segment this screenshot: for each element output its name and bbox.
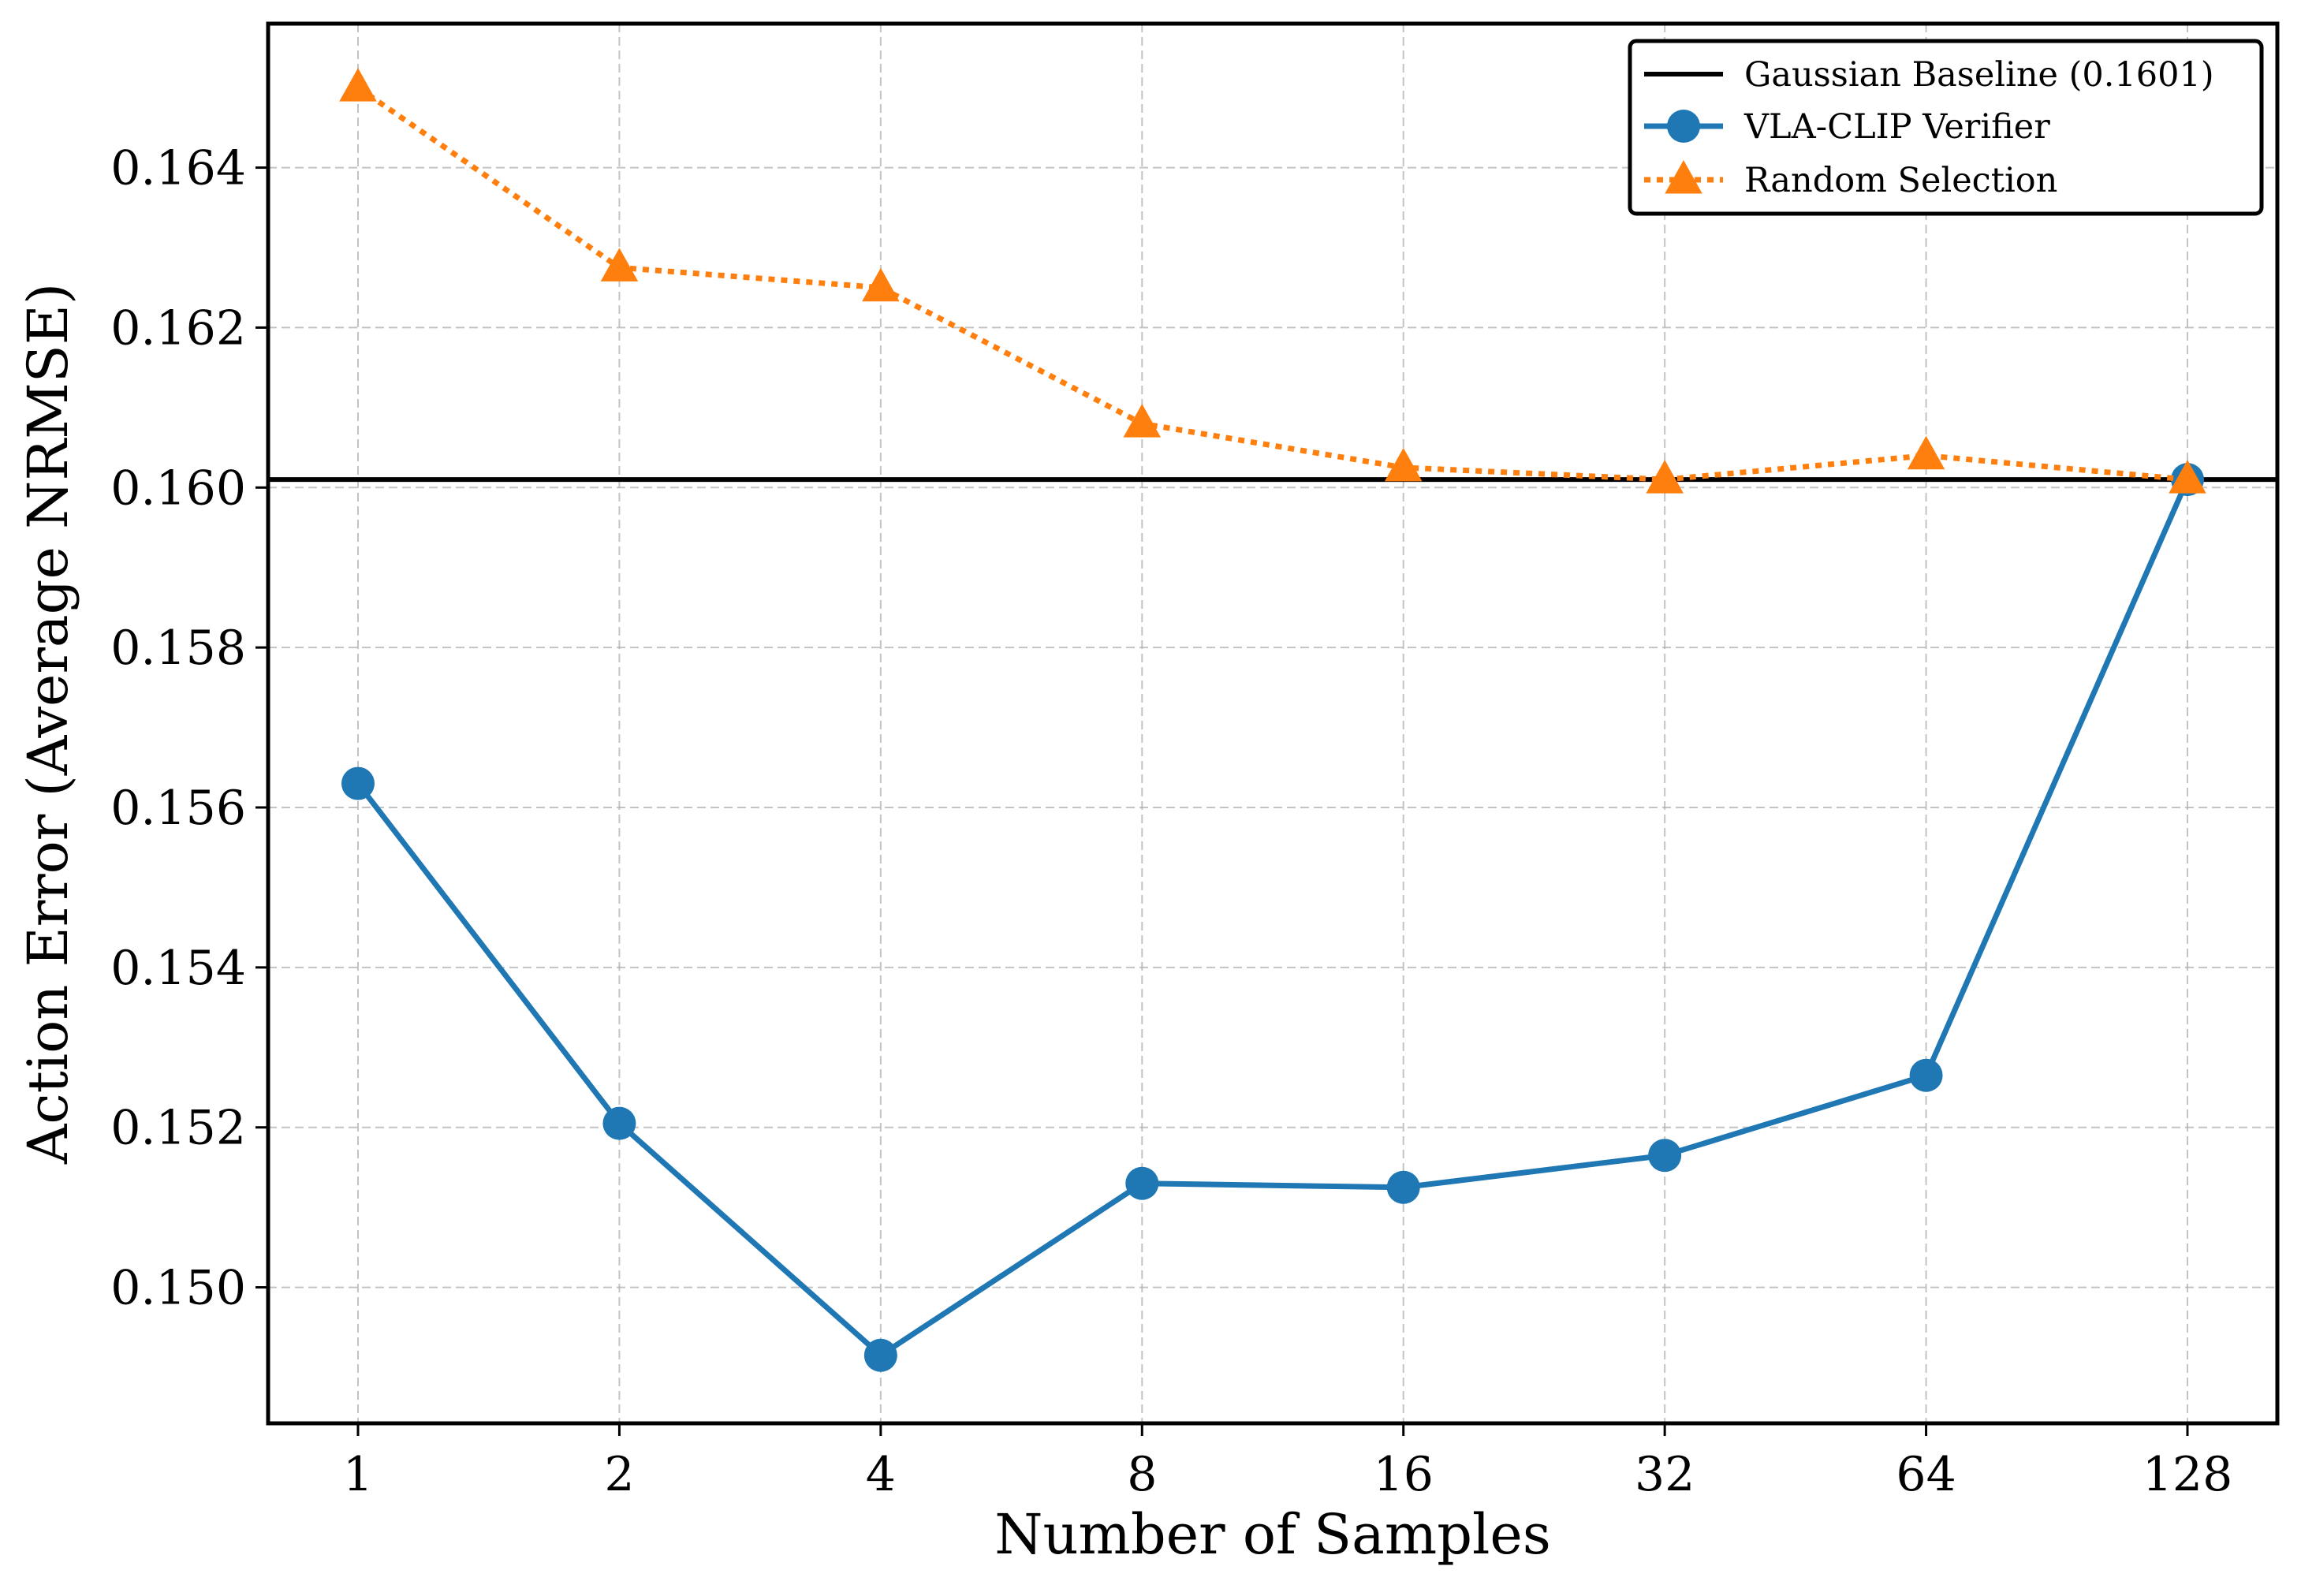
data-point [339,68,377,102]
plot-frame [266,21,2280,1426]
legend-item: VLA-CLIP Verifier [1644,107,2050,147]
x-tick-label: 128 [2143,1447,2233,1502]
legend-item: Random Selection [1644,160,2057,200]
series-line [356,85,2188,483]
x-tick-label: 32 [1635,1447,1695,1502]
legend-label: VLA-CLIP Verifier [1743,107,2050,147]
data-point [1125,1166,1159,1200]
y-tick-label: 0.160 [110,461,246,516]
x-tick-label: 4 [866,1447,896,1502]
legend-label: Gaussian Baseline (0.1601) [1744,55,2214,95]
legend-label: Random Selection [1744,161,2057,200]
x-axis-title: Number of Samples [994,1502,1551,1567]
y-axis-title: Action Error (Average NRMSE) [16,283,80,1165]
y-tick-label: 0.164 [110,141,246,196]
x-tick-label: 16 [1374,1447,1434,1502]
data-point [1386,1170,1420,1204]
x-tick-label: 2 [604,1447,634,1502]
data-point [2169,460,2206,494]
data-point [602,1106,636,1140]
legend-marker [1665,160,1702,194]
data-point [862,267,900,302]
data-point [1123,404,1162,438]
data-point [1646,460,1684,494]
data-point [600,248,639,282]
y-tick-label: 0.150 [110,1261,246,1316]
axis-ticks: 1 2 4 8 16 32 64 128 0.150 0.152 0.154 0.156 0.158 0.… [110,141,2232,1502]
y-tick-label: 0.162 [110,300,246,356]
y-tick-label: 0.154 [110,941,246,996]
legend-marker [1667,110,1700,143]
series-1 [341,463,2204,1372]
x-tick-label: 1 [343,1447,373,1502]
data-point [1907,435,1945,470]
data-point [341,766,375,800]
data-point [863,1338,897,1372]
series-line [356,478,2191,1359]
legend-item: Gaussian Baseline (0.1601) [1644,55,2214,95]
x-tick-label: 8 [1127,1447,1157,1502]
y-tick-label: 0.152 [110,1101,246,1156]
data-point [1909,1058,1943,1092]
legend-frame [1628,39,2264,216]
legend: Gaussian Baseline (0.1601) VLA-CLIP Verif… [1628,39,2264,216]
series-2 [339,68,2206,494]
y-tick-label: 0.158 [110,621,246,676]
x-tick-label: 64 [1896,1447,1956,1502]
data-point [1648,1139,1682,1173]
series [339,68,2206,1372]
data-point [1384,447,1423,482]
y-tick-label: 0.156 [110,781,246,836]
